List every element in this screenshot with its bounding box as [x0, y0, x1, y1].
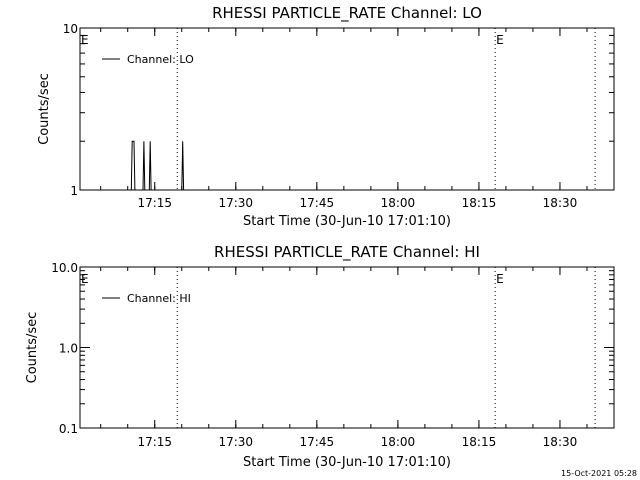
y-tick-label: 1.0 [59, 342, 78, 356]
chart-panel-2: RHESSI PARTICLE_RATE Channel: HIEE17:151… [25, 243, 615, 470]
x-tick-label: 18:30 [543, 435, 578, 449]
y-tick-label: 10 [63, 22, 78, 36]
x-tick-label: 17:45 [300, 196, 335, 210]
series-line-channel-lo [130, 140, 185, 191]
y-tick-label: 0.1 [59, 422, 78, 436]
x-tick-label: 18:15 [462, 196, 497, 210]
x-tick-label: 18:15 [462, 435, 497, 449]
chart-title: RHESSI PARTICLE_RATE Channel: LO [212, 4, 482, 23]
legend-label: Channel: HI [127, 292, 191, 305]
x-tick-label: 18:30 [543, 196, 578, 210]
x-tick-label: 17:45 [300, 435, 335, 449]
legend-label: Channel: LO [127, 53, 194, 66]
x-tick-label: 18:00 [381, 435, 416, 449]
x-tick-label: 17:15 [137, 435, 172, 449]
y-axis-label: Counts/sec [37, 73, 52, 145]
x-axis-label: Start Time (30-Jun-10 17:01:10) [243, 455, 451, 470]
chart-panel-1: RHESSI PARTICLE_RATE Channel: LO E E 17:15 1… [37, 4, 615, 229]
y-tick-label: 10.0 [51, 261, 78, 275]
chart-title: RHESSI PARTICLE_RATE Channel: HI [214, 243, 480, 262]
x-tick-label: 17:15 [137, 196, 172, 210]
render-timestamp: 15-Oct-2021 05:28 [561, 469, 637, 478]
y-tick-label: 1 [70, 184, 78, 198]
event-marker-label: E [81, 33, 89, 47]
event-marker-label: E [496, 33, 504, 47]
plot-frame [79, 27, 615, 191]
x-tick-label: 17:30 [218, 196, 253, 210]
x-axis-label: Start Time (30-Jun-10 17:01:10) [243, 214, 451, 229]
event-marker-label: E [496, 272, 504, 286]
x-tick-label: 18:00 [381, 196, 416, 210]
y-axis-label: Counts/sec [25, 312, 40, 384]
x-tick-label: 17:30 [218, 435, 253, 449]
